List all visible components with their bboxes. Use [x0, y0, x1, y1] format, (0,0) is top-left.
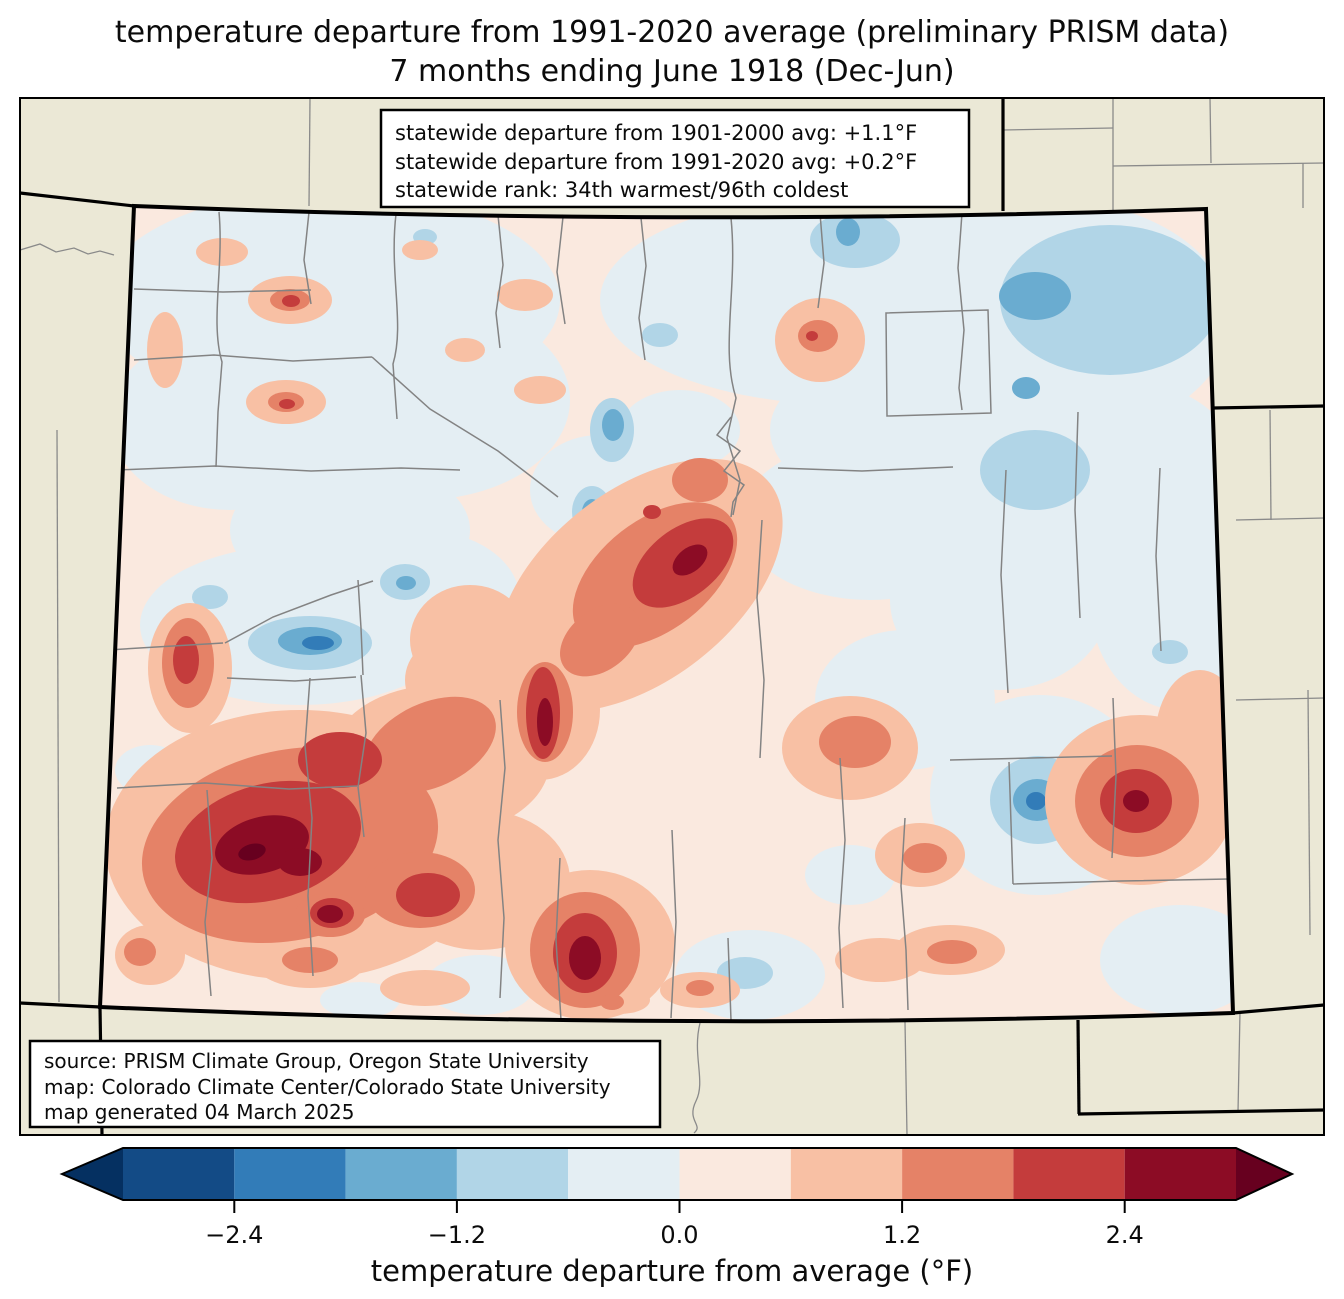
outside-state-borders — [19, 98, 1325, 1136]
county-lines — [106, 211, 1232, 1021]
colorbar-tick-labels: −2.4 −1.2 0.0 1.2 2.4 — [205, 1221, 1144, 1249]
source-box: source: PRISM Climate Group, Oregon Stat… — [28, 1039, 662, 1129]
map-axes: statewide departure from 1901-2000 avg: … — [19, 97, 1325, 1136]
stats-box: statewide departure from 1901-2000 avg: … — [379, 108, 971, 209]
tick-label-0-0: 0.0 — [660, 1221, 698, 1249]
tick-label-2-4: 2.4 — [1106, 1221, 1144, 1249]
source-line3: map generated 04 March 2025 — [44, 1100, 354, 1124]
outside-county-lines — [19, 97, 1325, 1136]
source-line1: source: PRISM Climate Group, Oregon Stat… — [44, 1049, 589, 1073]
colorado-state-border — [97, 203, 1236, 1024]
figure-title-line1: temperature departure from 1991-2020 ave… — [115, 15, 1229, 50]
contour-level-neg21 — [302, 636, 1046, 810]
contour-level-over — [238, 843, 266, 861]
axes-frame — [19, 97, 1325, 1136]
colorbar-tick-marks — [233, 1200, 1126, 1213]
colorbar-bins — [123, 1148, 1236, 1200]
colorbar-under-arrow — [62, 1148, 123, 1200]
tick-label-neg2-4: −2.4 — [205, 1221, 263, 1249]
figure-title-line2: 7 months ending June 1918 (Dec-Jun) — [389, 54, 954, 89]
stats-line3: statewide rank: 34th warmest/96th coldes… — [395, 178, 848, 202]
contour-level-pos21 — [173, 295, 1172, 993]
colorbar-outline — [59, 1147, 1295, 1201]
colorbar: −2.4 −1.2 0.0 1.2 2.4 temperature depart… — [59, 1147, 1295, 1288]
colorbar-over-arrow — [1236, 1148, 1292, 1200]
source-line2: map: Colorado Climate Center/Colorado St… — [44, 1075, 611, 1099]
stats-line1: statewide departure from 1901-2000 avg: … — [395, 121, 917, 145]
tick-label-1-2: 1.2 — [883, 1221, 921, 1249]
tick-label-neg1-2: −1.2 — [428, 1221, 486, 1249]
colorado-choropleth — [100, 206, 1233, 1022]
stats-line2: statewide departure from 1991-2020 avg: … — [395, 150, 917, 174]
colorbar-axis-label: temperature departure from average (°F) — [371, 1254, 973, 1288]
